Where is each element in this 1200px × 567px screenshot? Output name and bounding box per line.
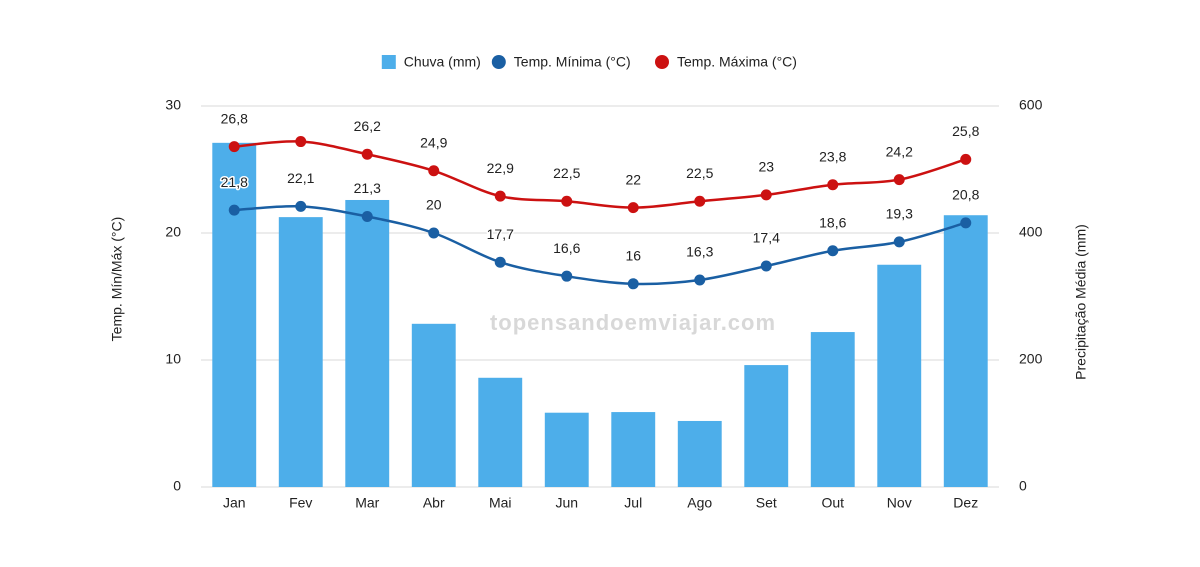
data-label: 24,9: [420, 134, 447, 150]
point: [760, 260, 772, 272]
x-tick-label: Set: [756, 495, 777, 511]
data-label: 16,3: [686, 244, 713, 260]
bar: [478, 377, 523, 487]
y-tick-label: 0: [173, 478, 181, 494]
bar: [278, 217, 323, 487]
y2-tick-label: 0: [1019, 478, 1027, 494]
y2-tick-label: 200: [1019, 351, 1043, 367]
data-label: 26,2: [354, 118, 381, 134]
y-tick-label: 10: [165, 351, 181, 367]
bar: [677, 420, 722, 487]
data-label: 20: [426, 197, 442, 213]
point: [827, 179, 839, 191]
data-label: 20,8: [952, 187, 979, 203]
point: [893, 174, 905, 186]
point: [627, 202, 639, 214]
x-tick-label: Ago: [687, 495, 712, 511]
y2-tick-label: 600: [1019, 97, 1043, 113]
data-label: 22,5: [686, 165, 713, 181]
data-label: 21,8: [221, 174, 248, 190]
x-tick-label: Fev: [289, 495, 312, 511]
point: [361, 148, 373, 160]
legend-label: Temp. Mínima (°C): [514, 54, 631, 70]
y2-tick-label: 400: [1019, 224, 1043, 240]
data-label: 22,9: [487, 160, 514, 176]
watermark: topensandoemviajar.com: [490, 310, 776, 335]
y-axis-title: Temp. Mín/Máx (°C): [109, 217, 125, 342]
data-label: 16,6: [553, 240, 580, 256]
x-tick-label: Jul: [624, 495, 642, 511]
y-tick-label: 30: [165, 97, 181, 113]
point: [361, 210, 373, 222]
data-label: 17,7: [487, 226, 514, 242]
point: [827, 245, 839, 257]
x-tick-label: Mar: [355, 495, 379, 511]
data-label: 17,4: [753, 230, 780, 246]
point: [960, 153, 972, 165]
legend-label: Chuva (mm): [404, 54, 481, 70]
data-label: 23: [758, 159, 774, 175]
data-label: 26,8: [221, 110, 248, 126]
x-tick-label: Jan: [223, 495, 246, 511]
point: [295, 200, 307, 212]
x-tick-label: Abr: [423, 495, 445, 511]
x-tick-label: Out: [821, 495, 844, 511]
data-label: 24,2: [886, 143, 913, 159]
data-label: 19,3: [886, 206, 913, 222]
legend-swatch: [491, 55, 506, 69]
point: [694, 195, 706, 207]
data-label: 21,3: [354, 180, 381, 196]
point: [494, 190, 506, 202]
point: [228, 204, 240, 216]
data-label: 23,8: [819, 148, 846, 164]
bar: [544, 412, 589, 487]
point: [694, 274, 706, 286]
bar: [744, 365, 789, 487]
y-tick-label: 20: [165, 224, 181, 240]
data-label: 22: [625, 171, 641, 187]
bar: [943, 215, 988, 487]
point: [428, 165, 440, 177]
x-tick-label: Dez: [953, 495, 978, 511]
data-label: 18,6: [819, 214, 846, 230]
point: [760, 189, 772, 201]
bar: [611, 412, 656, 487]
line: [234, 140, 967, 209]
x-tick-label: Nov: [887, 495, 912, 511]
data-label: 22,1: [287, 170, 314, 186]
legend-swatch: [655, 55, 669, 69]
point: [494, 256, 506, 268]
point: [627, 278, 639, 290]
point: [228, 141, 240, 153]
data-label: 16: [625, 248, 641, 264]
point: [893, 236, 905, 248]
x-tick-label: Jun: [555, 495, 578, 511]
point: [561, 270, 573, 282]
bar: [810, 332, 855, 487]
y2-axis-title: Precipitação Média (mm): [1073, 224, 1089, 380]
bar: [345, 199, 390, 488]
bar: [411, 323, 456, 487]
data-label: 22,5: [553, 165, 580, 181]
point: [561, 195, 573, 207]
point: [428, 227, 440, 239]
point: [960, 217, 972, 229]
legend-swatch: [381, 55, 396, 69]
legend-label: Temp. Máxima (°C): [677, 54, 797, 70]
bar: [877, 264, 922, 487]
data-label: 25,8: [952, 123, 979, 139]
x-tick-label: Mai: [489, 495, 512, 511]
point: [295, 136, 307, 148]
bar: [212, 142, 257, 487]
line: [234, 204, 967, 286]
